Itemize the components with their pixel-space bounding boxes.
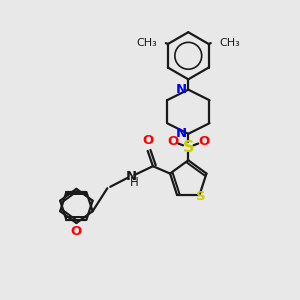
Text: O: O: [142, 134, 153, 147]
Text: O: O: [71, 225, 82, 239]
Text: O: O: [198, 135, 209, 148]
Text: N: N: [125, 170, 136, 183]
Text: S: S: [196, 190, 206, 203]
Text: N: N: [176, 127, 188, 140]
Text: S: S: [182, 140, 194, 154]
Text: O: O: [167, 135, 178, 148]
Text: CH₃: CH₃: [137, 38, 158, 47]
Text: N: N: [176, 83, 188, 96]
Text: CH₃: CH₃: [219, 38, 240, 47]
Text: H: H: [130, 176, 139, 189]
